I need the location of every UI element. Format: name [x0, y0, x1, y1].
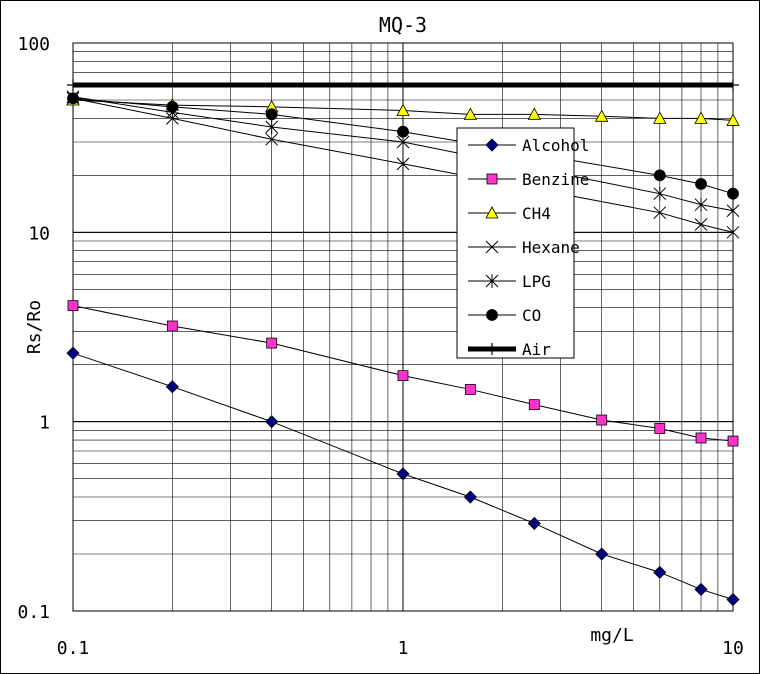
data-point-co [695, 178, 707, 190]
data-point-alcohol [694, 582, 708, 596]
x-tick-label: 1 [398, 638, 409, 659]
data-point-hexane [653, 206, 667, 220]
data-point-co [265, 108, 278, 121]
data-point-hexane [726, 225, 740, 239]
legend-marker-ch4 [485, 206, 499, 219]
legend-box [456, 127, 575, 359]
legend-marker-co [486, 309, 498, 321]
data-point-ch4 [726, 113, 740, 126]
data-point-benzine [695, 432, 707, 444]
data-point-co [67, 92, 79, 105]
data-point-alcohol [66, 346, 80, 360]
marker-group [66, 79, 740, 607]
x-tick-label: 0.1 [57, 638, 90, 659]
legend: Alcohol Benzine CH4 Hexane LPG CO Air [456, 127, 589, 359]
data-point-lpg [726, 203, 740, 218]
data-point-ch4 [595, 109, 609, 122]
data-point-benzine [596, 414, 608, 426]
data-point-co [727, 187, 739, 200]
series-line-alcohol [72, 352, 734, 600]
legend-label-lpg: LPG [522, 272, 551, 291]
data-point-benzine [266, 337, 278, 349]
legend-marker-lpg [485, 274, 499, 288]
data-point-alcohol [165, 380, 179, 394]
legend-label-ch4: CH4 [522, 204, 551, 223]
data-point-air [727, 79, 739, 92]
data-point-alcohol [726, 592, 740, 607]
x-axis-label: mg/L [590, 625, 634, 646]
data-point-lpg [653, 186, 667, 201]
x-tick-label: 10 [722, 638, 744, 659]
data-point-hexane [694, 218, 708, 231]
legend-label-co: CO [522, 306, 541, 325]
data-point-alcohol [265, 415, 279, 429]
y-tick-label: 0.1 [17, 602, 50, 623]
data-point-alcohol [396, 467, 410, 481]
data-point-co [397, 125, 409, 138]
data-point-benzine [464, 384, 476, 395]
data-point-co [653, 169, 666, 182]
data-point-alcohol [463, 490, 477, 504]
data-point-ch4 [694, 111, 708, 124]
legend-marker-benzine [486, 173, 498, 185]
data-point-alcohol [527, 516, 541, 531]
data-point-ch4 [527, 107, 541, 120]
y-axis-label: Rs/Ro [24, 300, 45, 354]
data-point-lpg [694, 197, 708, 212]
data-point-air [67, 79, 79, 92]
data-point-benzine [727, 435, 739, 447]
legend-label-alcohol: Alcohol [522, 136, 589, 155]
y-tick-label: 1 [39, 413, 50, 434]
data-point-co [166, 100, 179, 113]
data-point-benzine [166, 320, 178, 332]
chart-title: MQ-3 [379, 13, 427, 37]
series-line-ch4 [72, 99, 734, 121]
data-point-benzine [397, 370, 409, 382]
data-point-lpg [265, 120, 279, 135]
y-tick-label: 100 [17, 34, 50, 55]
data-point-ch4 [463, 107, 478, 120]
data-point-alcohol [595, 547, 609, 561]
data-point-benzine [528, 399, 540, 411]
legend-label-benzine: Benzine [522, 170, 589, 189]
legend-label-air: Air [522, 340, 551, 359]
data-point-ch4 [653, 111, 667, 124]
y-tick-label: 10 [28, 223, 50, 244]
data-point-benzine [654, 423, 666, 434]
series-line-benzine [72, 305, 734, 442]
data-point-ch4 [396, 103, 410, 116]
tick-labels: 0.1 1 10 0.1 1 10 100 [17, 34, 743, 659]
data-point-alcohol [653, 565, 667, 579]
legend-marker-hexane [485, 240, 499, 254]
plot-area [72, 42, 734, 612]
legend-label-hexane: Hexane [522, 238, 580, 257]
legend-marker-air [486, 343, 498, 355]
legend-marker-alcohol [485, 138, 499, 152]
data-point-hexane [396, 157, 410, 171]
data-point-benzine [67, 300, 79, 312]
data-point-hexane [265, 132, 279, 146]
